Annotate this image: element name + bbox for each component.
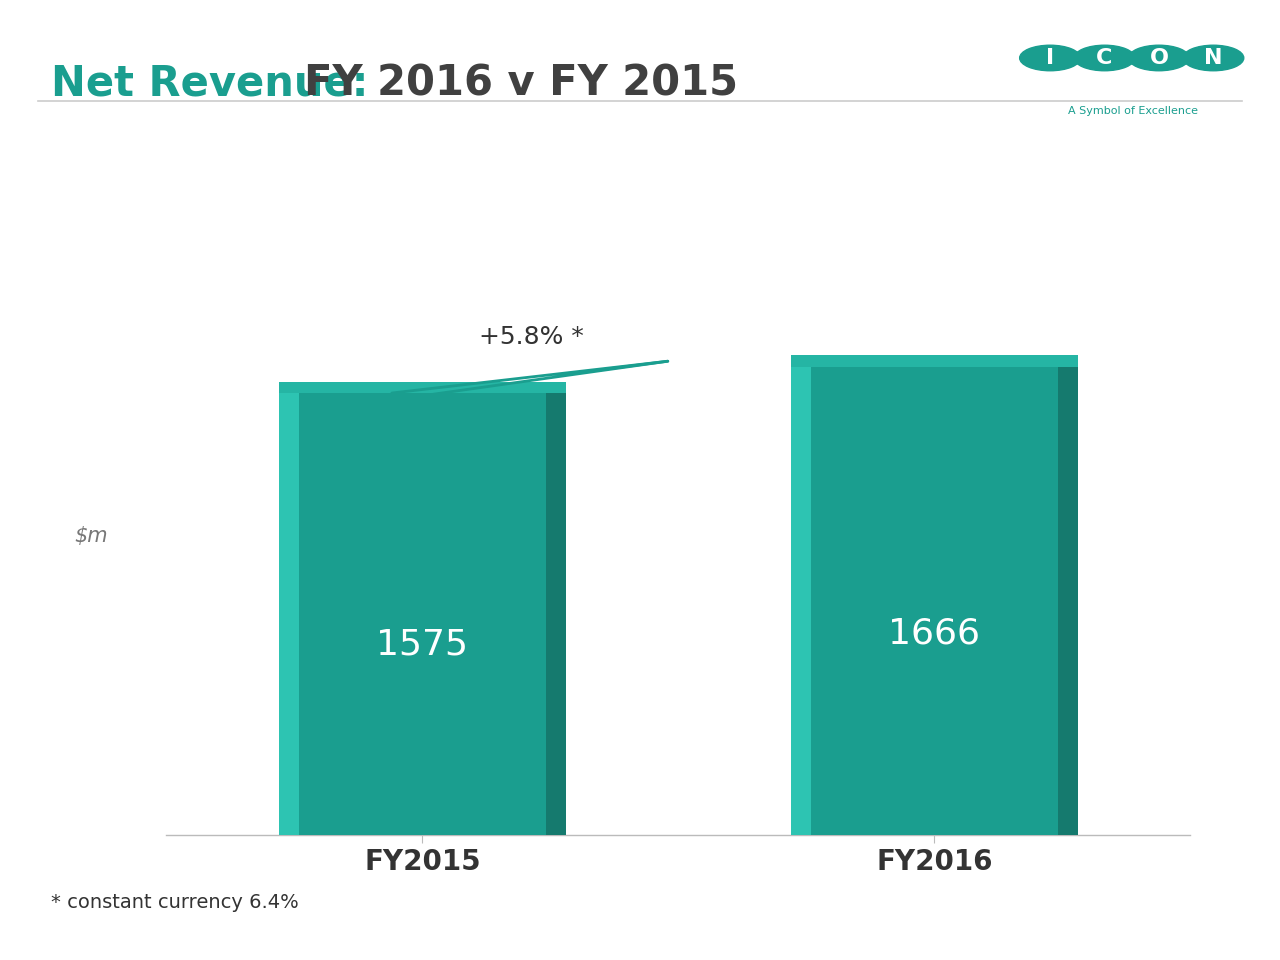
Circle shape bbox=[1129, 45, 1189, 71]
Bar bbox=[279, 381, 300, 835]
Text: FY 2016 v FY 2015: FY 2016 v FY 2015 bbox=[275, 62, 739, 105]
Bar bbox=[812, 355, 1057, 835]
Text: A Symbol of Excellence: A Symbol of Excellence bbox=[1068, 106, 1198, 116]
Bar bbox=[791, 355, 812, 835]
Bar bbox=[1057, 355, 1078, 835]
Text: 1575: 1575 bbox=[376, 628, 468, 661]
Bar bbox=[791, 355, 1078, 368]
Text: I: I bbox=[1046, 48, 1055, 68]
Text: 1666: 1666 bbox=[888, 616, 980, 651]
Text: $m: $m bbox=[74, 526, 108, 545]
Text: O: O bbox=[1149, 48, 1169, 68]
Text: N: N bbox=[1204, 48, 1222, 68]
Text: * constant currency 6.4%: * constant currency 6.4% bbox=[51, 893, 300, 912]
Text: +5.8% *: +5.8% * bbox=[479, 325, 584, 349]
Text: C: C bbox=[1097, 48, 1112, 68]
Bar bbox=[279, 381, 566, 393]
Text: Net Revenue:: Net Revenue: bbox=[51, 62, 369, 105]
Circle shape bbox=[1183, 45, 1244, 71]
Bar bbox=[300, 381, 545, 835]
Circle shape bbox=[1074, 45, 1135, 71]
Bar bbox=[545, 381, 566, 835]
Circle shape bbox=[1020, 45, 1080, 71]
